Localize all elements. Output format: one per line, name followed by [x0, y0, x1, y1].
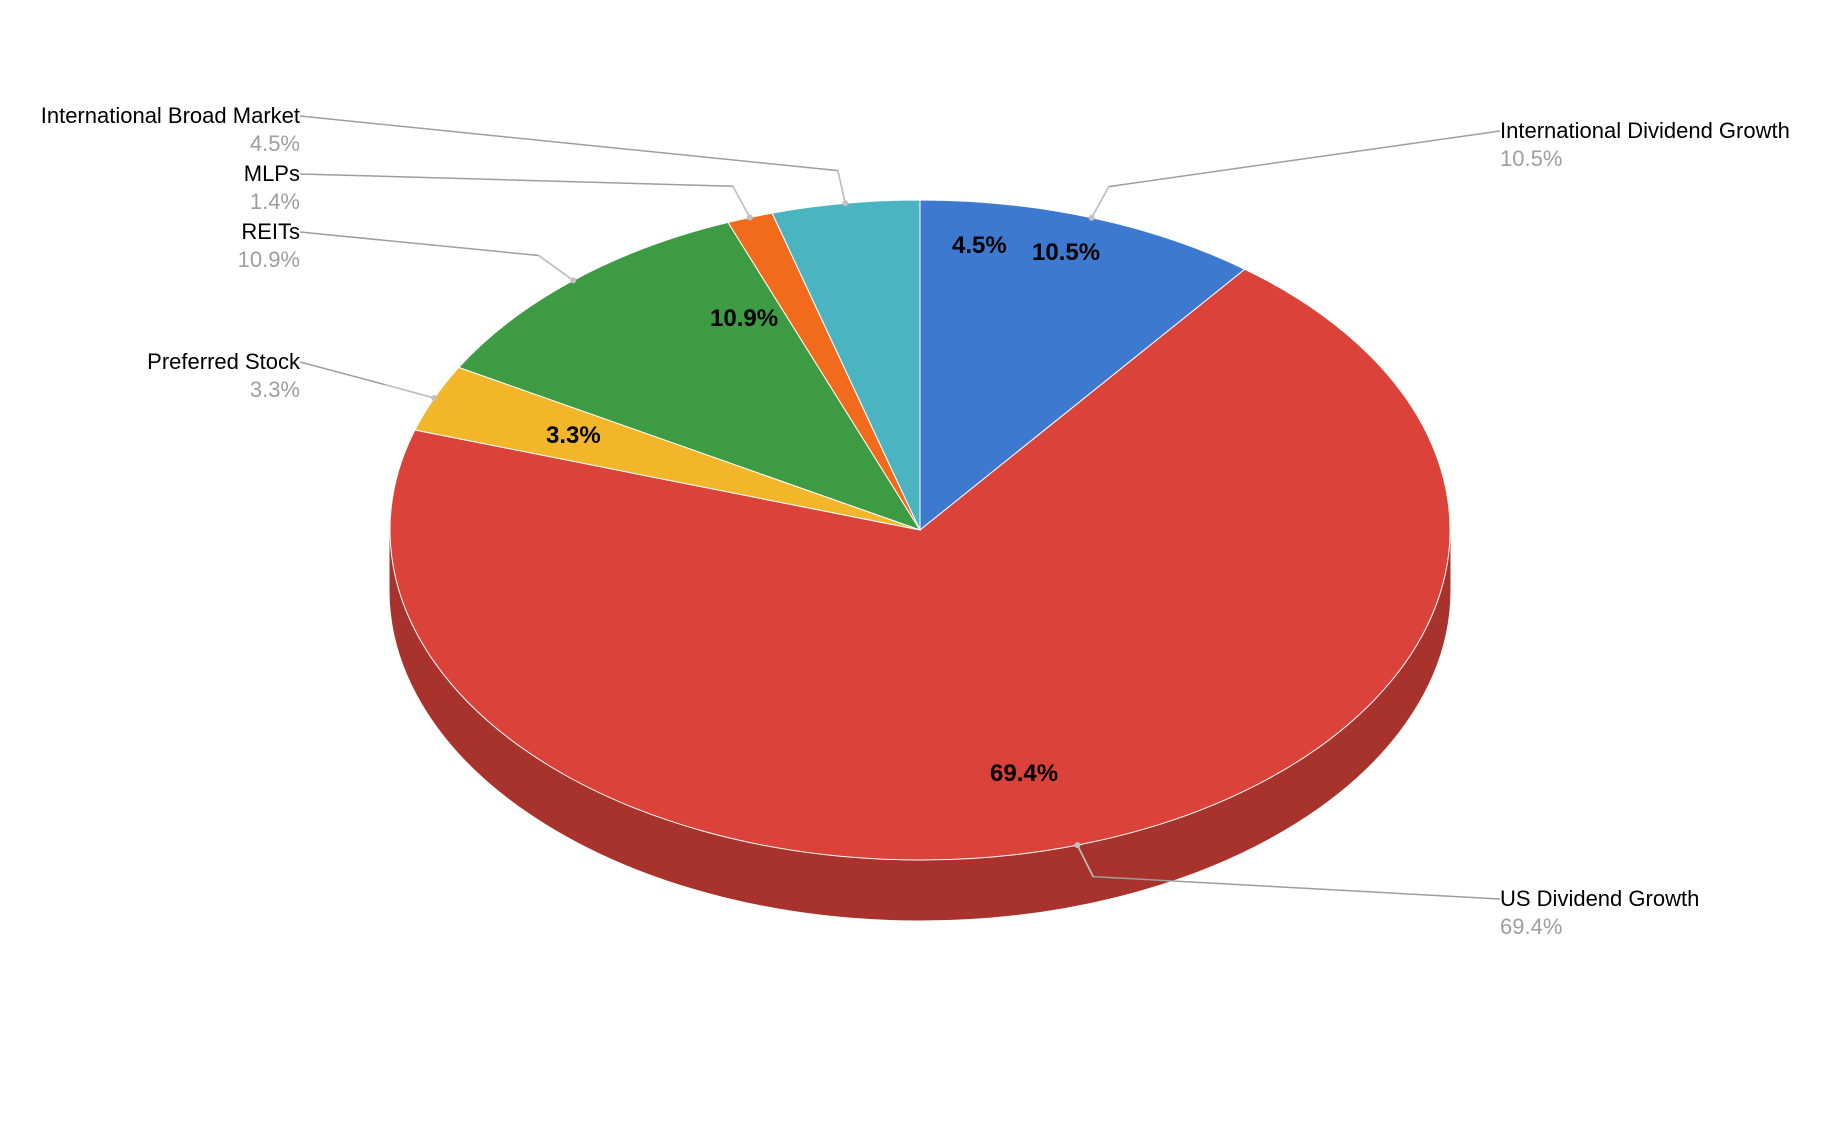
slice-pct-label: 69.4%: [990, 760, 1058, 788]
slice-pct-label: 10.5%: [1032, 239, 1100, 267]
legend-label-name: Preferred Stock: [147, 348, 300, 376]
legend-label: US Dividend Growth69.4%: [1500, 885, 1699, 940]
legend-label-name: REITs: [238, 218, 300, 246]
legend-label-pct: 10.5%: [1500, 145, 1790, 173]
legend-label-pct: 4.5%: [41, 130, 300, 158]
slice-pct-label: 3.3%: [546, 422, 601, 450]
legend-label-name: MLPs: [244, 160, 300, 188]
legend-label-name: International Broad Market: [41, 102, 300, 130]
pie-chart-container: International Dividend Growth10.5%10.5%U…: [0, 0, 1828, 1130]
slice-pct-label: 10.9%: [710, 305, 778, 333]
legend-label-pct: 69.4%: [1500, 913, 1699, 941]
legend-label: REITs10.9%: [238, 218, 300, 273]
legend-label: Preferred Stock3.3%: [147, 348, 300, 403]
legend-label: International Broad Market4.5%: [41, 102, 300, 157]
legend-label-pct: 1.4%: [244, 188, 300, 216]
legend-label-pct: 10.9%: [238, 246, 300, 274]
legend-label: International Dividend Growth10.5%: [1500, 117, 1790, 172]
legend-label-name: International Dividend Growth: [1500, 117, 1790, 145]
legend-label: MLPs1.4%: [244, 160, 300, 215]
slice-pct-label: 4.5%: [952, 232, 1007, 260]
legend-label-name: US Dividend Growth: [1500, 885, 1699, 913]
legend-label-pct: 3.3%: [147, 376, 300, 404]
